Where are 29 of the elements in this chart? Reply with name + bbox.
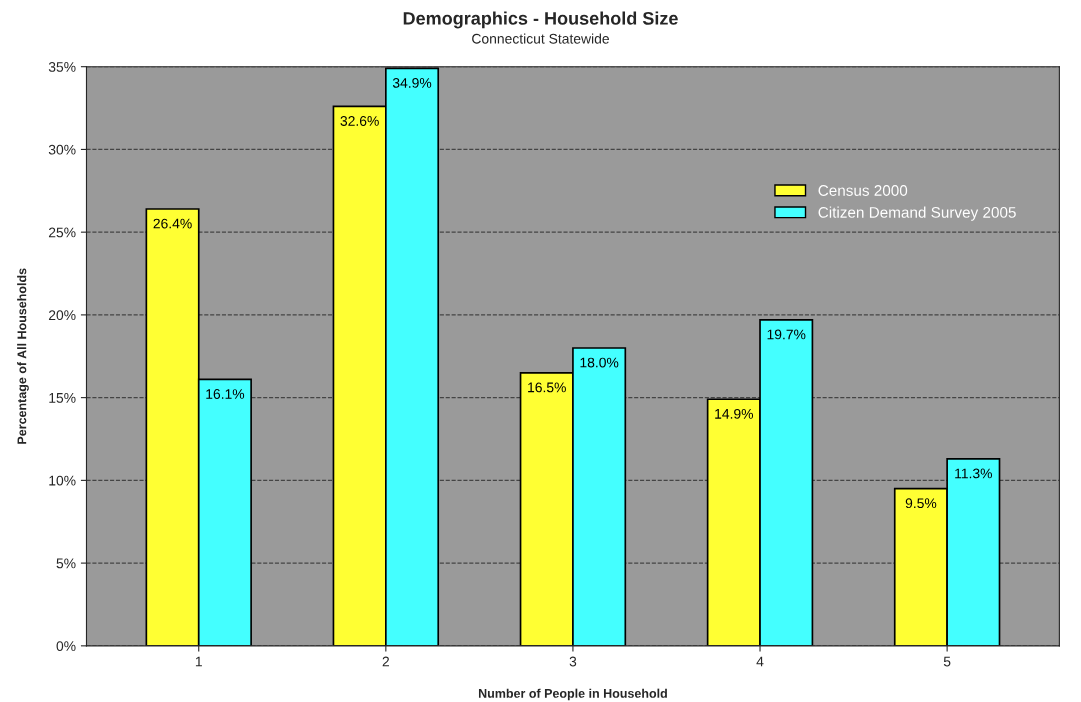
data-label: 9.5%: [905, 498, 937, 509]
x-tick-label: 3: [569, 656, 577, 667]
chart-subtitle: Connecticut Statewide: [472, 33, 609, 44]
x-tick-label: 1: [195, 656, 202, 667]
y-tick-label: 30%: [48, 144, 76, 155]
y-tick-label: 20%: [48, 310, 76, 321]
y-tick-label: 0%: [56, 641, 76, 652]
data-label: 14.9%: [715, 408, 754, 419]
y-tick-label: 5%: [56, 558, 76, 569]
x-tick-label: 4: [756, 656, 764, 667]
data-label: 26.4%: [153, 218, 192, 229]
data-label: 18.0%: [580, 357, 619, 368]
legend-label: Citizen Demand Survey 2005: [818, 206, 1016, 221]
y-tick-label: 35%: [48, 62, 76, 72]
data-label: 16.5%: [528, 382, 566, 393]
y-tick-label: 25%: [48, 227, 76, 238]
data-label: 11.3%: [955, 468, 992, 479]
data-label: 19.7%: [767, 329, 806, 340]
legend-label: Census 2000: [818, 185, 908, 196]
y-tick-label: 10%: [49, 475, 76, 486]
y-axis-title: Percentage of All Households: [17, 268, 29, 444]
data-label: 16.1%: [206, 389, 245, 399]
y-tick-label: 15%: [49, 393, 76, 403]
chart-title: Demographics - Household Size: [403, 11, 678, 29]
x-tick-label: 2: [382, 656, 389, 667]
x-tick-label: 5: [943, 656, 951, 667]
data-label: 34.9%: [392, 77, 432, 88]
x-axis-title: Number of People in Household: [478, 688, 667, 701]
data-label: 32.6%: [340, 116, 379, 126]
